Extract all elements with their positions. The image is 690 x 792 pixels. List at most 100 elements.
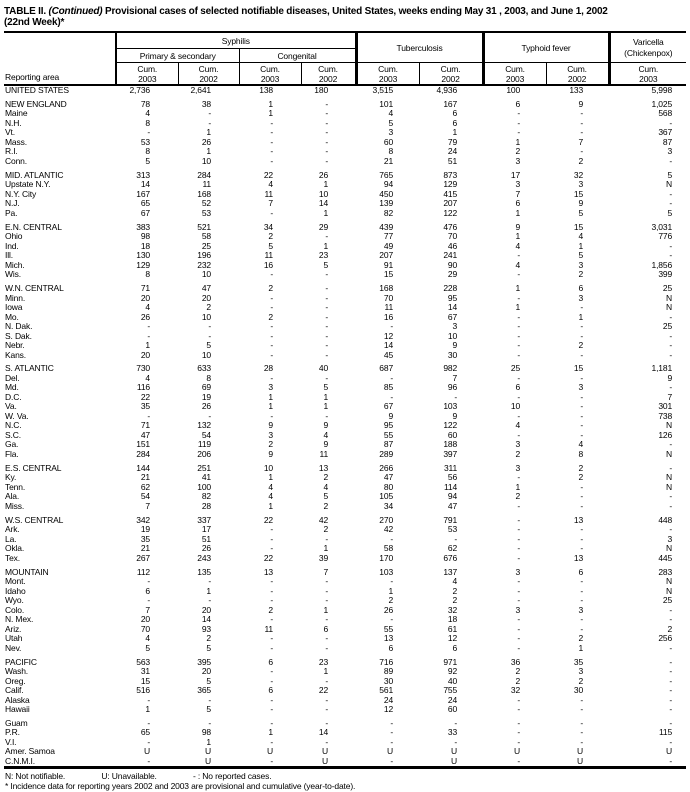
- value-cell: -: [325, 322, 329, 332]
- value-cell: 55: [383, 430, 394, 440]
- value-cell: 77: [383, 232, 394, 242]
- table-row: Iowa 4 2 - - 11 14 1 - N: [4, 303, 686, 313]
- value-cell: 2,641: [190, 85, 211, 95]
- reporting-area-cell: N.C.: [5, 421, 22, 431]
- value-cell: 283: [658, 567, 673, 577]
- value-cell: -: [517, 596, 521, 606]
- value-cell: -: [580, 128, 584, 138]
- value-cell: -: [580, 331, 584, 341]
- value-cell: -: [270, 270, 273, 280]
- table-row: Calif. 516 365 6 22 561 755 32 30 -: [4, 686, 686, 696]
- table-row: Del. 4 8 - - - 7 - - 9: [4, 374, 686, 384]
- table-row: Ohio 98 58 2 - 77 70 1 4 776: [4, 232, 686, 242]
- value-cell: 96: [447, 383, 458, 393]
- table-row: E.S. CENTRAL 144 251 10 13 266 311 3 2 -: [4, 464, 686, 474]
- value-cell: 4: [452, 577, 458, 587]
- value-cell: 6: [515, 99, 521, 109]
- value-cell: -: [580, 705, 584, 715]
- value-cell: 22: [263, 553, 273, 563]
- value-cell: -: [580, 322, 584, 332]
- value-cell: 20: [201, 605, 211, 615]
- value-cell: 6: [452, 118, 458, 128]
- value-cell: 1: [323, 241, 329, 251]
- value-cell: 765: [379, 170, 394, 180]
- value-cell: -: [270, 525, 273, 535]
- value-cell: 20: [140, 293, 150, 303]
- value-cell: -: [208, 695, 211, 705]
- value-cell: 4: [145, 303, 150, 313]
- reporting-area-cell: Mich.: [5, 260, 25, 270]
- value-cell: 2: [323, 525, 329, 535]
- value-cell: 122: [443, 208, 458, 218]
- header-cum-2002: Cum. 2002: [301, 62, 358, 86]
- value-cell: 415: [443, 189, 458, 199]
- footnotes: N: Not notifiable. U: Unavailable. - : N…: [4, 771, 686, 791]
- value-cell: -: [270, 586, 273, 596]
- value-cell: -: [270, 350, 273, 360]
- reporting-area-cell: Oreg.: [5, 676, 26, 686]
- value-cell: 3: [388, 128, 394, 138]
- value-cell: -: [325, 676, 329, 686]
- value-cell: 7: [452, 373, 458, 383]
- value-cell: N: [666, 577, 673, 587]
- table-row: Mont. - - - - - 4 - - N: [4, 577, 686, 587]
- value-cell: -: [517, 553, 521, 563]
- value-cell: 101: [379, 99, 394, 109]
- value-cell: 4: [578, 232, 584, 242]
- value-cell: 25: [662, 284, 673, 294]
- value-cell: 365: [197, 686, 211, 696]
- value-cell: 168: [379, 284, 394, 294]
- value-cell: 132: [197, 421, 211, 431]
- table-row: UNITED STATES 2,736 2,641 138 180 3,515 4,936 1…: [4, 85, 686, 96]
- table-row: N.Y. City 167 168 11 10 450 415 7 15 -: [4, 190, 686, 200]
- value-cell: 188: [443, 440, 458, 450]
- value-cell: 35: [573, 657, 584, 667]
- value-cell: -: [517, 118, 521, 128]
- reporting-area-cell: W.N. CENTRAL: [5, 284, 64, 294]
- value-cell: -: [669, 718, 673, 728]
- footnote-no-reported-cases: - : No reported cases.: [192, 771, 272, 782]
- value-cell: 1: [145, 341, 150, 351]
- value-cell: U: [451, 747, 458, 757]
- value-cell: 112: [136, 567, 150, 577]
- value-cell: 4: [268, 180, 273, 190]
- value-cell: 3,031: [651, 222, 673, 232]
- value-cell: N: [666, 303, 673, 313]
- table-row: Ala. 54 82 4 5 105 94 2 - -: [4, 492, 686, 502]
- value-cell: 2: [268, 232, 273, 242]
- value-cell: 4: [515, 260, 521, 270]
- value-cell: 60: [447, 430, 458, 440]
- value-cell: -: [325, 293, 329, 303]
- value-cell: 100: [197, 482, 211, 492]
- value-cell: U: [267, 747, 273, 757]
- table-row: E.N. CENTRAL 383 521 34 29 439 476 9 15 3,031: [4, 223, 686, 233]
- value-cell: -: [147, 577, 150, 587]
- value-cell: 3,515: [372, 85, 394, 95]
- table-row: Wis. 8 10 - - 15 29 - 2 399: [4, 270, 686, 280]
- value-cell: 256: [658, 634, 673, 644]
- reporting-area-cell: NEW ENGLAND: [5, 99, 67, 109]
- value-cell: 4: [578, 440, 584, 450]
- value-cell: U: [322, 747, 329, 757]
- table-row: Upstate N.Y. 14 11 4 1 94 129 3 3 N: [4, 180, 686, 190]
- value-cell: -: [270, 544, 273, 554]
- value-cell: 11: [264, 251, 273, 261]
- value-cell: -: [669, 331, 673, 341]
- value-cell: 12: [383, 331, 394, 341]
- value-cell: -: [325, 270, 329, 280]
- value-cell: 17: [201, 525, 211, 535]
- value-cell: -: [454, 534, 458, 544]
- reporting-area-cell: N. Dak.: [5, 322, 33, 332]
- table-row: Minn. 20 20 - - 70 95 - 3 N: [4, 294, 686, 304]
- value-cell: 4: [145, 634, 150, 644]
- value-cell: -: [669, 501, 673, 511]
- value-cell: U: [514, 747, 521, 757]
- value-cell: -: [580, 544, 584, 554]
- table-row: Pa. 67 53 - 1 82 122 1 5 5: [4, 209, 686, 219]
- table-row: Ark. 19 17 - 2 42 53 - - -: [4, 525, 686, 535]
- value-cell: 130: [136, 251, 150, 261]
- value-cell: -: [517, 373, 521, 383]
- reporting-area-cell: N.J.: [5, 199, 20, 209]
- value-cell: 46: [447, 241, 458, 251]
- value-cell: -: [390, 322, 394, 332]
